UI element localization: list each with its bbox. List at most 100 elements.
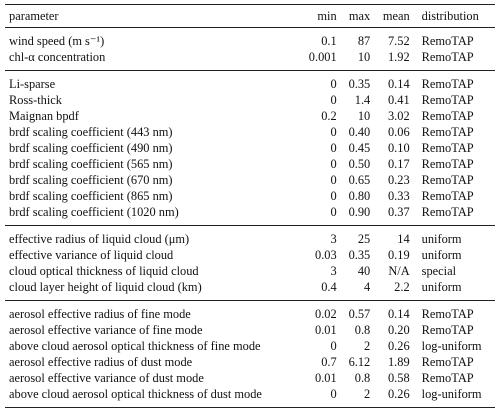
cell-min: 0 [330,339,337,353]
cell-distribution: RemoTAP [413,49,495,71]
table-row: brdf scaling coefficient (565 nm) 0 0.50 0.… [5,156,495,172]
cell-mean: 0.58 [387,371,410,385]
cell-min: 0.2 [321,109,337,123]
cell-parameter: brdf scaling coefficient (490 nm) [9,141,173,155]
cell-distribution: RemoTAP [421,125,474,139]
cell-parameter: wind speed (m s⁻¹) [9,34,105,48]
cell-min: 0.01 [315,371,337,385]
header-mean: mean [374,4,414,28]
cell-min: 0 [330,189,337,203]
cell-distribution: RemoTAP [421,371,474,385]
cell-distribution: RemoTAP [421,34,474,48]
table-row: Li-sparse 0 0.35 0.14 RemoTAP [5,71,495,93]
cell-min: 0 [330,157,337,171]
cell-parameter: cloud layer height of liquid cloud (km) [5,279,301,301]
table-row: brdf scaling coefficient (1020 nm) 0 0.90 0… [5,204,495,226]
table-header-row: parameter min max mean distribution [5,4,495,28]
cell-max: 0.8 [354,323,371,337]
cell-mean: 0.14 [387,77,410,91]
table-row: aerosol effective variance of dust mode 0… [5,370,495,386]
cell-max: 0.40 [348,125,371,139]
cell-max: 2 [340,386,375,408]
cell-parameter: brdf scaling coefficient (1020 nm) [5,204,301,226]
header-min: min [300,4,341,28]
cell-max: 1.4 [354,93,371,107]
cell-parameter: brdf scaling coefficient (443 nm) [9,125,173,139]
cell-max: 4 [340,279,375,301]
cell-parameter: brdf scaling coefficient (565 nm) [9,157,173,171]
cell-parameter: above cloud aerosol optical thickness of… [5,386,301,408]
cell-min: 3 [330,264,337,278]
cell-parameter: aerosol effective radius of fine mode [9,307,191,321]
cell-max: 0.65 [348,173,371,187]
table-row: wind speed (m s⁻¹) 0.1 87 7.52 RemoTAP [5,28,495,50]
cell-parameter: aerosol effective variance of dust mode [9,371,204,385]
table-row: aerosol effective radius of fine mode 0.0… [5,301,495,323]
cell-max: 6.12 [348,355,371,369]
cell-min: 0.03 [315,248,337,262]
header-max: max [340,4,375,28]
cell-min: 0 [300,204,341,226]
cell-mean: 0.19 [387,248,410,262]
cell-min: 0.02 [315,307,337,321]
cell-mean: N/A [388,264,410,278]
table-row: brdf scaling coefficient (490 nm) 0 0.45 0.… [5,140,495,156]
cell-min: 0 [330,125,337,139]
cell-max: 0.90 [340,204,375,226]
cell-max: 87 [357,34,371,48]
cell-min: 0.7 [321,355,337,369]
table-row: Ross-thick 0 1.4 0.41 RemoTAP [5,92,495,108]
cell-parameter: effective radius of liquid cloud (μm) [9,232,190,246]
row-group-1: wind speed (m s⁻¹) 0.1 87 7.52 RemoTAP chl-α … [5,28,495,71]
cell-distribution: RemoTAP [421,157,474,171]
cell-min: 0 [300,386,341,408]
cell-mean: 0.10 [387,141,410,155]
cell-max: 10 [340,49,375,71]
header-distribution: distribution [413,4,495,28]
cell-max: 0.50 [348,157,371,171]
cell-distribution: RemoTAP [421,355,474,369]
cell-mean: 0.06 [387,125,410,139]
cell-min: 0.4 [300,279,341,301]
cell-parameter: chl-α concentration [5,49,301,71]
table-row: cloud layer height of liquid cloud (km) 0… [5,279,495,301]
cell-distribution: uniform [421,232,462,246]
cell-distribution: RemoTAP [421,141,474,155]
cell-mean: 0.26 [387,339,410,353]
cell-mean: 2.2 [374,279,414,301]
cell-min: 3 [330,232,337,246]
cell-min: 0 [330,141,337,155]
cell-parameter: Ross-thick [9,93,63,107]
cell-parameter: brdf scaling coefficient (670 nm) [9,173,173,187]
table-row: brdf scaling coefficient (670 nm) 0 0.65 0.… [5,172,495,188]
cell-distribution: RemoTAP [421,109,474,123]
cell-distribution: uniform [421,248,462,262]
cell-distribution: RemoTAP [421,93,474,107]
cell-mean: 0.20 [387,323,410,337]
table-row: above cloud aerosol optical thickness of… [5,386,495,408]
cell-parameter: effective variance of liquid cloud [9,248,174,262]
cell-mean: 3.02 [387,109,410,123]
parameter-table: parameter min max mean distribution wind… [5,4,495,408]
cell-parameter: aerosol effective variance of fine mode [9,323,203,337]
cell-mean: 0.33 [387,189,410,203]
cell-distribution: RemoTAP [421,173,474,187]
cell-max: 0.45 [348,141,371,155]
table-row: Maignan bpdf 0.2 10 3.02 RemoTAP [5,108,495,124]
cell-max: 0.35 [348,77,371,91]
cell-distribution: special [421,264,457,278]
cell-min: 0 [330,77,337,91]
cell-mean: 7.52 [387,34,410,48]
cell-distribution: uniform [413,279,495,301]
cell-mean: 0.26 [374,386,414,408]
cell-min: 0 [330,93,337,107]
table-row: effective variance of liquid cloud 0.03 0.… [5,247,495,263]
cell-parameter: Maignan bpdf [9,109,79,123]
cell-mean: 1.92 [374,49,414,71]
cell-distribution: RemoTAP [421,189,474,203]
cell-min: 0.01 [315,323,337,337]
cell-min: 0.1 [321,34,337,48]
cell-parameter: above cloud aerosol optical thickness of… [9,339,261,353]
table-row: effective radius of liquid cloud (μm) 3 25… [5,226,495,248]
